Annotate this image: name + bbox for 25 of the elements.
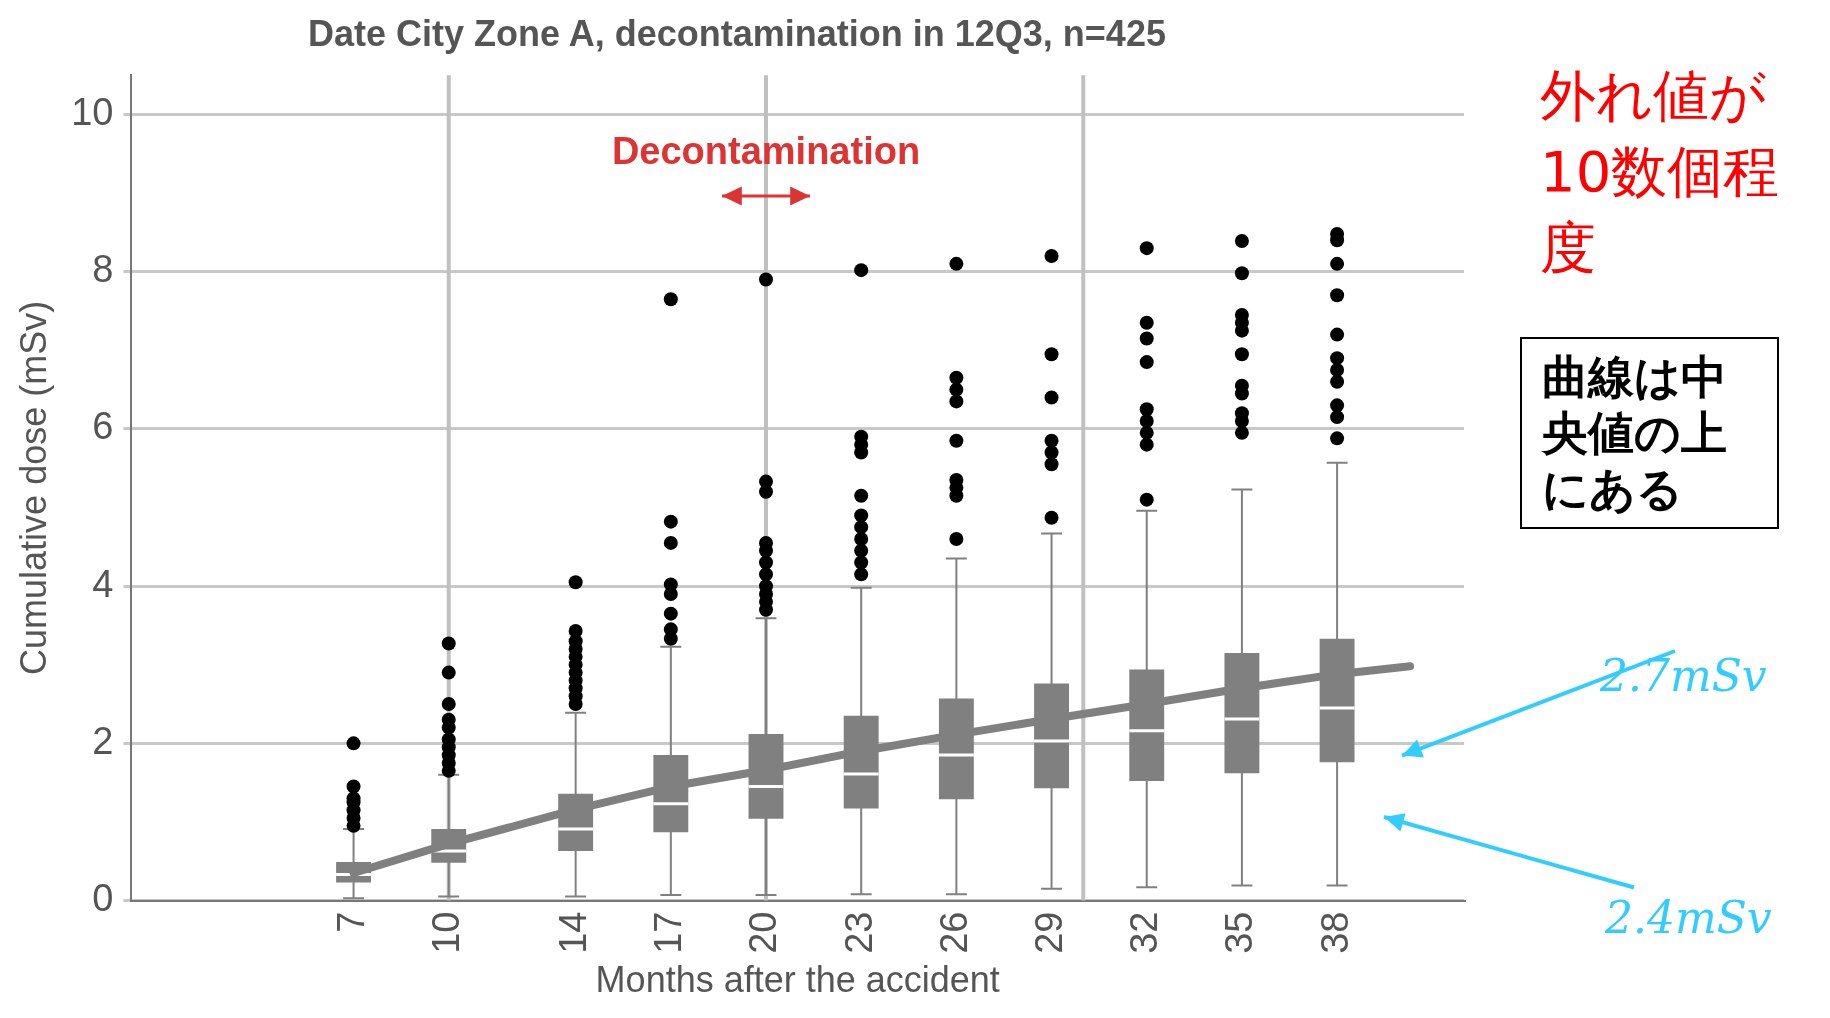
x-tick-label: 23: [837, 911, 880, 954]
x-tick-label: 32: [1123, 911, 1166, 954]
text: 外れ値が10数個程度: [1540, 62, 1781, 282]
chart-title: Date City Zone A, decontamination in 12Q3, n=425: [308, 12, 1166, 54]
text: 2.7mSv: [1600, 650, 1767, 701]
y-tick-label: 0: [92, 877, 114, 920]
y-tick-label: 8: [92, 248, 114, 291]
x-axis-title: Months after the accident: [595, 959, 1000, 1001]
x-tick-label: 14: [552, 911, 595, 954]
x-tick-label: 7: [330, 911, 373, 933]
x-tick-label: 26: [932, 911, 975, 954]
x-tick-label: 17: [647, 911, 690, 954]
x-tick-label: 10: [425, 911, 468, 954]
y-tick-label: 4: [92, 562, 114, 605]
y-tick-label: 2: [92, 719, 114, 762]
text: 2.4mSv: [1605, 892, 1772, 943]
text: 曲線は中央値の上にある: [1520, 337, 1779, 529]
annotation: Decontamination: [611, 130, 921, 173]
y-tick-label: 10: [71, 90, 114, 133]
x-tick-label: 29: [1028, 911, 1071, 954]
x-tick-label: 35: [1218, 911, 1261, 954]
x-tick-label: 38: [1313, 911, 1356, 954]
x-tick-label: 20: [742, 911, 785, 954]
y-axis-title: Cumulative dose (mSv): [12, 300, 54, 675]
y-tick-label: 6: [92, 405, 114, 448]
